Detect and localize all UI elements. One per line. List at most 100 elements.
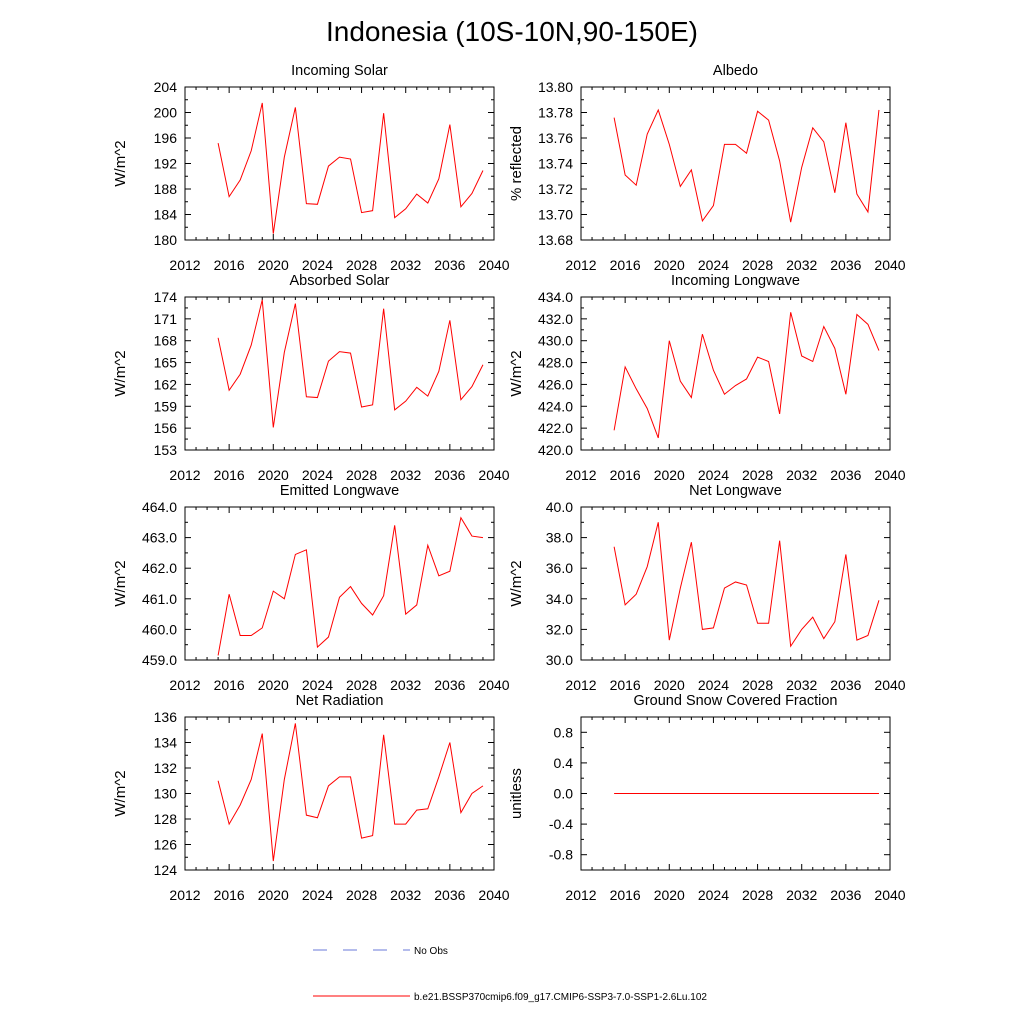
chart-panel-1: Incoming Solar W/m^2 2012 2016 2020 2024 2028 2…	[112, 63, 510, 273]
x-tick-label: 2032	[786, 887, 817, 903]
y-tick-label: 156	[154, 420, 178, 436]
x-tick-label: 2040	[874, 887, 905, 903]
y-tick-label: 459.0	[142, 652, 177, 668]
panel-title: Albedo	[713, 63, 758, 79]
series-line-1	[613, 108, 880, 223]
y-axis-label: W/m^2	[112, 140, 129, 186]
series-line-1	[217, 102, 484, 234]
x-tick-label: 2040	[874, 677, 905, 693]
y-tick-label: -0.8	[549, 847, 573, 863]
y-tick-label: 464.0	[142, 499, 177, 515]
x-tick-label: 2028	[346, 887, 377, 903]
y-tick-label: 32.0	[546, 621, 573, 637]
x-tick-label: 2032	[390, 257, 421, 273]
y-tick-label: 34.0	[546, 591, 573, 607]
x-tick-label: 2012	[169, 467, 200, 483]
y-tick-label: 463.0	[142, 530, 177, 546]
series-line-1	[217, 299, 484, 428]
panels-group: Incoming Solar W/m^2 2012 2016 2020 2024 2028 2…	[112, 63, 906, 903]
series-line-1	[217, 723, 484, 862]
x-tick-label: 2020	[258, 467, 289, 483]
y-tick-label: 136	[154, 709, 178, 725]
plot-frame	[580, 86, 891, 241]
y-tick-label: 420.0	[538, 442, 573, 458]
x-tick-label: 2016	[610, 467, 641, 483]
x-tick-label: 2024	[302, 467, 333, 483]
x-tick-label: 2012	[169, 677, 200, 693]
plot-frame	[184, 716, 495, 871]
x-tick-label: 2020	[654, 677, 685, 693]
x-tick-label: 2028	[742, 677, 773, 693]
y-tick-label: 153	[154, 442, 178, 458]
y-tick-label: 130	[154, 786, 178, 802]
y-tick-label: 180	[154, 232, 178, 248]
x-tick-label: 2016	[214, 257, 245, 273]
plot-frame	[580, 296, 891, 451]
panel-title: Ground Snow Covered Fraction	[634, 693, 838, 709]
panel-title: Net Longwave	[689, 483, 782, 499]
y-tick-label: 434.0	[538, 289, 573, 305]
y-tick-label: 0.8	[554, 724, 574, 740]
x-tick-label: 2024	[302, 677, 333, 693]
x-tick-label: 2036	[830, 887, 861, 903]
y-tick-label: 165	[154, 355, 178, 371]
x-tick-label: 2028	[346, 677, 377, 693]
x-tick-label: 2024	[698, 887, 729, 903]
x-tick-label: 2040	[478, 677, 509, 693]
chart-panel-7: Net Radiation W/m^2 2012 2016 2020 2024 2028 20…	[112, 693, 510, 903]
y-axis-label: W/m^2	[112, 350, 129, 396]
x-tick-label: 2040	[874, 257, 905, 273]
panel-title: Emitted Longwave	[280, 483, 399, 499]
y-tick-label: 192	[154, 156, 178, 172]
x-tick-label: 2028	[742, 467, 773, 483]
x-tick-label: 2032	[390, 887, 421, 903]
y-tick-label: 126	[154, 837, 178, 853]
y-tick-label: 40.0	[546, 499, 573, 515]
x-tick-label: 2028	[346, 467, 377, 483]
x-tick-label: 2024	[698, 257, 729, 273]
x-tick-label: 2036	[830, 677, 861, 693]
panel-title: Incoming Longwave	[671, 273, 800, 289]
y-axis-label: W/m^2	[112, 770, 129, 816]
x-tick-label: 2032	[786, 467, 817, 483]
y-axis-label: W/m^2	[508, 560, 525, 606]
y-tick-label: 0.4	[554, 755, 574, 771]
x-tick-label: 2040	[874, 467, 905, 483]
y-tick-label: 424.0	[538, 398, 573, 414]
x-tick-label: 2036	[434, 887, 465, 903]
y-tick-label: 462.0	[142, 560, 177, 576]
y-tick-label: 196	[154, 130, 178, 146]
y-tick-label: 134	[154, 735, 178, 751]
y-tick-label: 184	[154, 207, 178, 223]
x-tick-label: 2036	[434, 677, 465, 693]
x-tick-label: 2012	[565, 257, 596, 273]
y-tick-label: 432.0	[538, 311, 573, 327]
y-axis-label: % reflected	[508, 126, 525, 201]
y-tick-label: 428.0	[538, 355, 573, 371]
y-axis-label: unitless	[508, 768, 525, 819]
x-tick-label: 2020	[654, 257, 685, 273]
series-line-1	[613, 522, 880, 648]
y-tick-label: 13.74	[538, 156, 573, 172]
y-tick-label: 124	[154, 862, 178, 878]
y-tick-label: 204	[154, 79, 178, 95]
y-tick-label: 162	[154, 376, 178, 392]
y-tick-label: 36.0	[546, 560, 573, 576]
panel-title: Incoming Solar	[291, 63, 388, 79]
chart-panel-5: Emitted Longwave W/m^2 2012 2016 2020 2024 202…	[112, 483, 510, 693]
y-tick-label: 426.0	[538, 376, 573, 392]
x-tick-label: 2028	[742, 257, 773, 273]
y-tick-label: -0.4	[549, 816, 573, 832]
y-tick-label: 174	[154, 289, 178, 305]
x-tick-label: 2016	[214, 887, 245, 903]
x-tick-label: 2020	[258, 677, 289, 693]
x-tick-label: 2016	[214, 677, 245, 693]
panel-title: Absorbed Solar	[290, 273, 390, 289]
y-tick-label: 168	[154, 333, 178, 349]
chart-panel-6: Net Longwave W/m^2 2012 2016 2020 2024 2028 203…	[508, 483, 906, 693]
y-tick-label: 30.0	[546, 652, 573, 668]
y-tick-label: 128	[154, 811, 178, 827]
x-tick-label: 2016	[610, 887, 641, 903]
x-tick-label: 2012	[565, 677, 596, 693]
